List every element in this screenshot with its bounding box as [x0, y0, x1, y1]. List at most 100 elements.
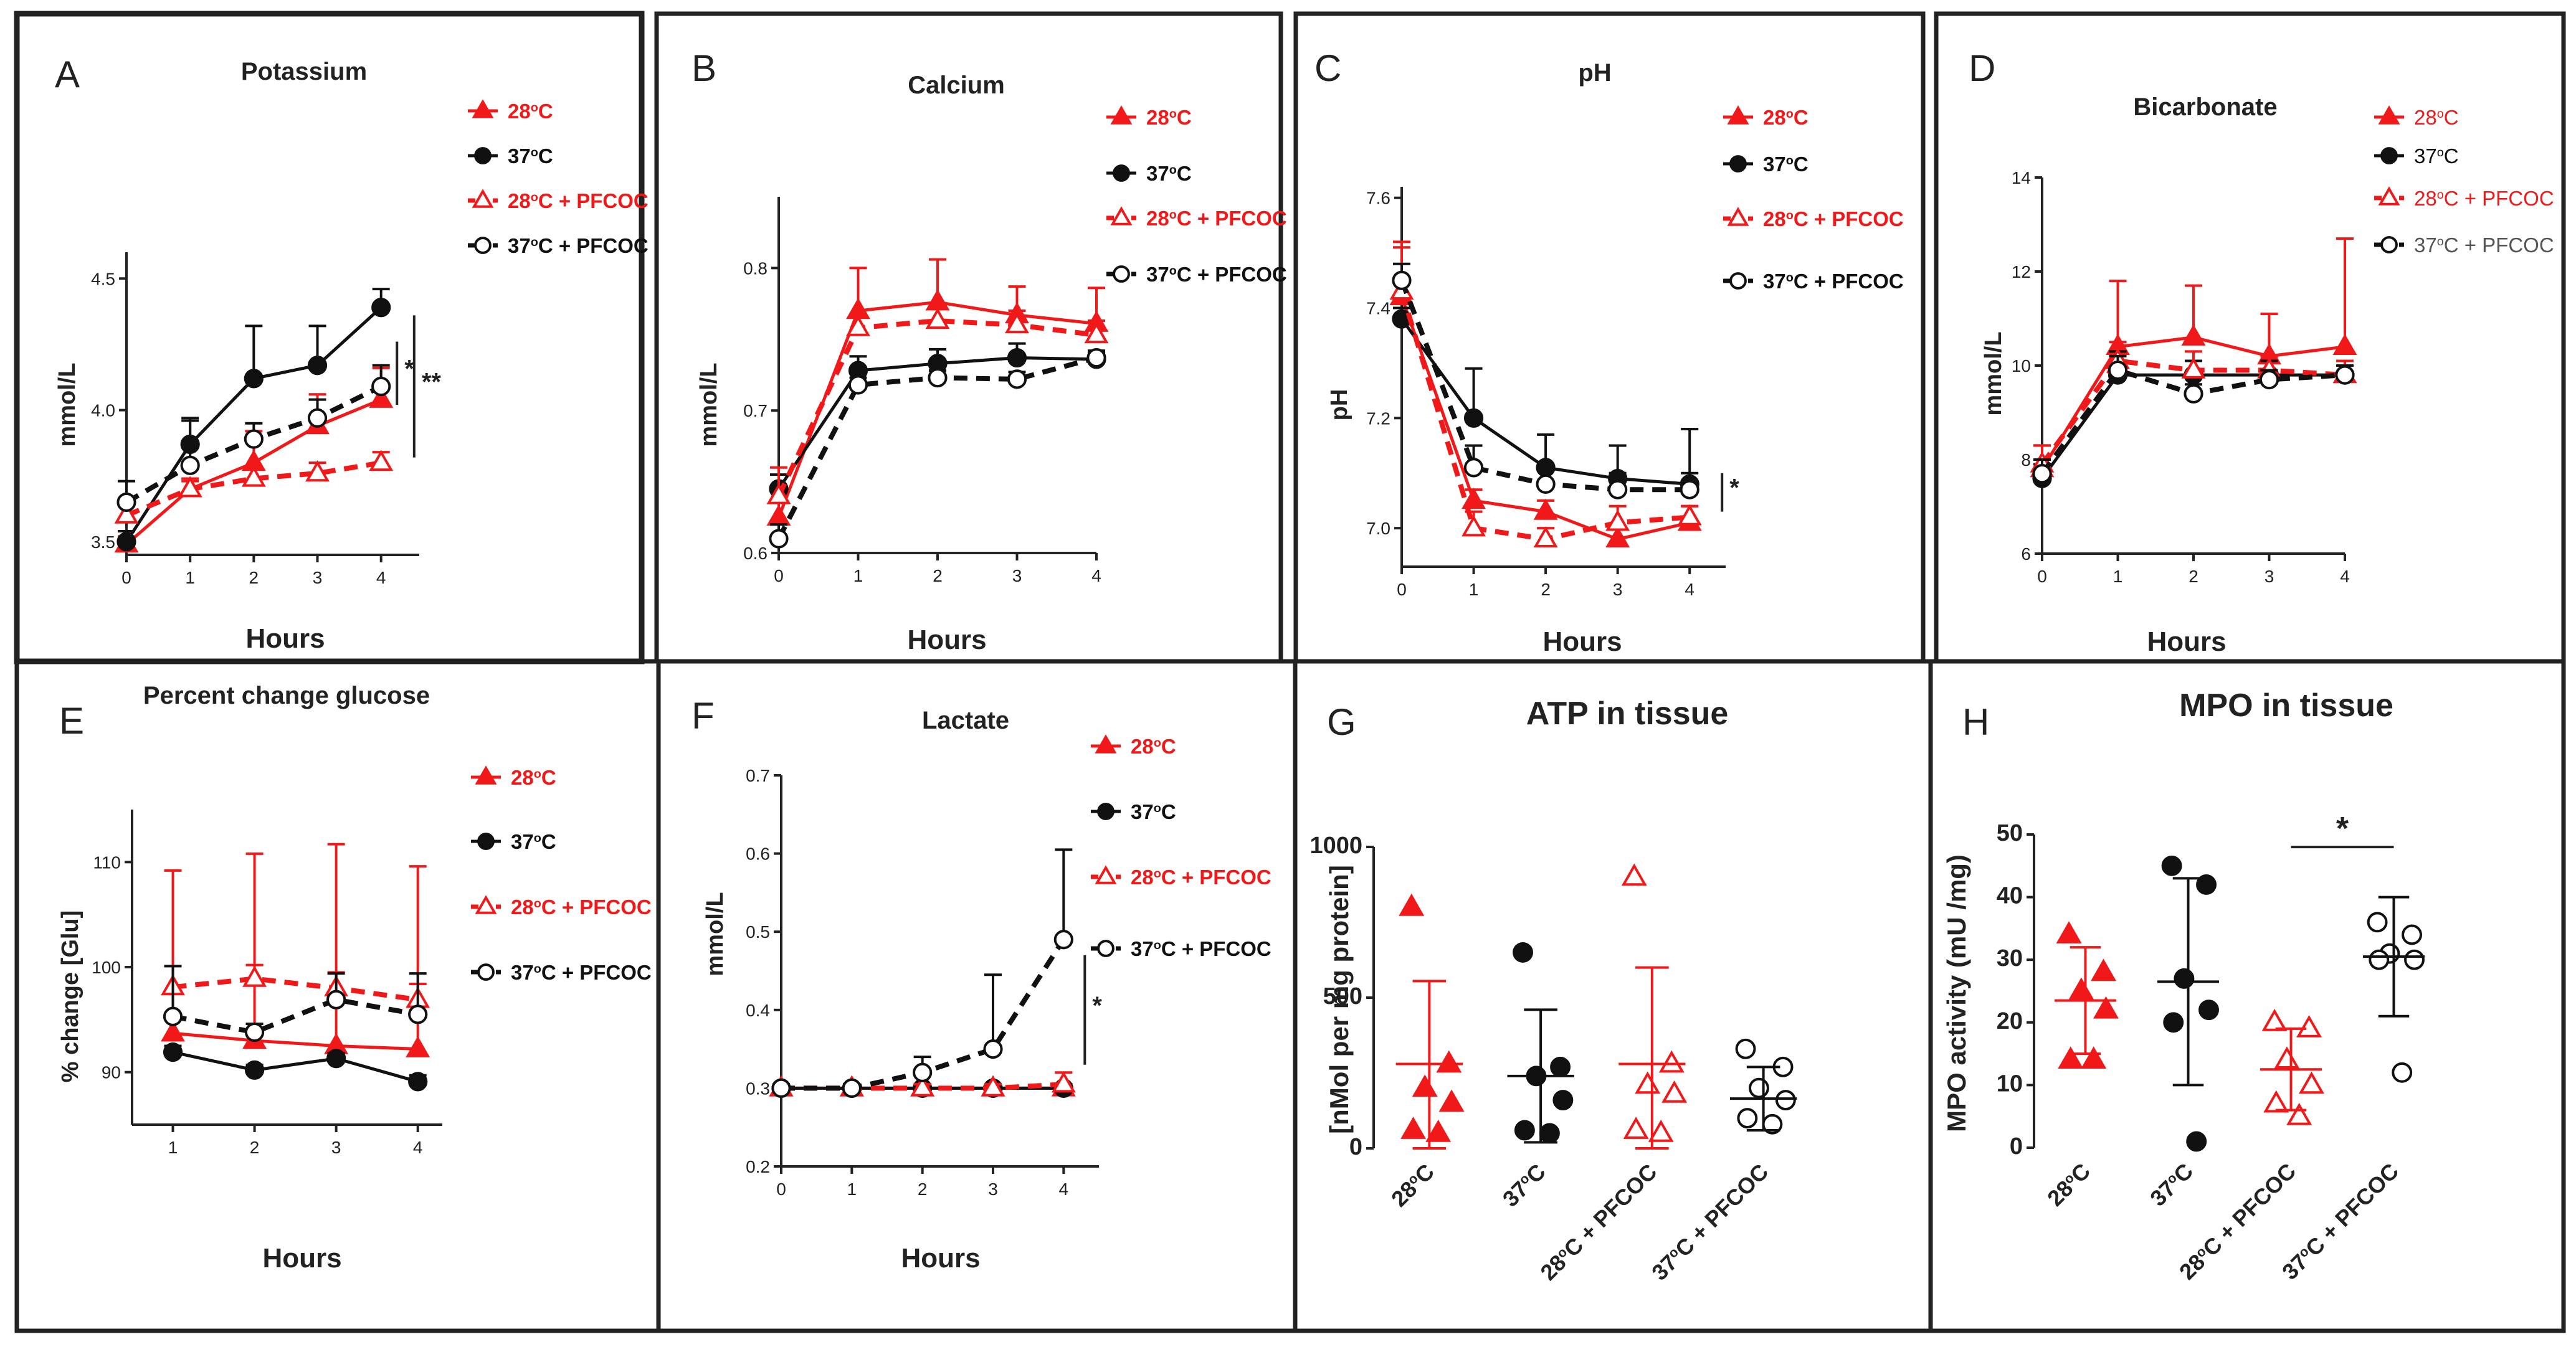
- legend-label: 28oC + PFCOC: [508, 189, 649, 212]
- series-line: [173, 1031, 418, 1051]
- legend-label: 37oC: [511, 830, 556, 853]
- y-axis-title: mmol/L: [702, 892, 728, 976]
- legend-label: 28oC: [1763, 106, 1808, 129]
- data-point: [928, 367, 948, 388]
- series-s28p: [114, 450, 394, 524]
- x-axis-title: Hours: [1542, 626, 1622, 657]
- x-tick-label: 2: [918, 1179, 928, 1199]
- x-tick-label: 1: [2113, 567, 2123, 586]
- x-tick-label: 4: [1059, 1179, 1069, 1199]
- data-point: [842, 1078, 862, 1099]
- x-tick-label: 1: [1469, 580, 1479, 599]
- x-tick-label: 2: [2189, 567, 2198, 586]
- series-line: [777, 300, 1097, 518]
- data-point: [369, 450, 394, 471]
- x-tick-label: 4: [1685, 580, 1694, 599]
- y-tick-label: 0.2: [746, 1157, 770, 1176]
- data-point: [2198, 1000, 2219, 1021]
- legend-marker: [475, 895, 497, 914]
- legend-marker: [474, 237, 492, 254]
- data-point: [178, 476, 202, 498]
- y-tick-label: 30: [1997, 945, 2023, 971]
- series-s37p: [2032, 354, 2355, 484]
- data-point: [1539, 1123, 1560, 1144]
- series-s28: [1389, 240, 1702, 547]
- data-point: [2286, 1102, 2312, 1125]
- x-tick-label: 4: [376, 568, 386, 587]
- y-tick-label: 100: [92, 958, 121, 977]
- series-line: [125, 460, 382, 518]
- y-tick-label: 0.3: [746, 1079, 770, 1098]
- data-point: [1007, 369, 1027, 389]
- x-tick-label: 2: [933, 566, 943, 585]
- panel-g: G ATP in tissue [nMol per mg protein]0 500 1…: [1309, 696, 1797, 1285]
- panel-frame-h: [1928, 659, 2566, 1333]
- data-point: [1400, 1117, 1427, 1139]
- legend-marker: [1727, 207, 1749, 226]
- y-tick-label: 0.7: [743, 401, 768, 420]
- data-point: [1533, 498, 1558, 520]
- y-tick-label: 10: [1997, 1071, 2023, 1097]
- x-tick-label: 0: [774, 566, 784, 585]
- y-axis-title: [nMol per mg protein]: [1324, 865, 1354, 1134]
- legend-marker: [2380, 147, 2398, 164]
- category-label: 28oC: [1386, 1159, 1439, 1212]
- data-point: [163, 1042, 183, 1062]
- y-tick-label: 1000: [1309, 833, 1362, 859]
- data-point: [1648, 1119, 1674, 1142]
- data-point: [1084, 322, 1109, 344]
- data-point: [408, 1072, 428, 1092]
- data-point: [114, 502, 139, 524]
- data-point: [244, 1060, 265, 1080]
- y-tick-label: 0.7: [746, 766, 770, 785]
- x-tick-label: 4: [1091, 566, 1101, 585]
- data-point: [2093, 996, 2119, 1019]
- data-point: [766, 504, 791, 526]
- x-tick-label: 3: [313, 568, 323, 587]
- legend-label: 37oC: [1146, 162, 1192, 185]
- data-point: [1608, 480, 1628, 499]
- chart-title: Bicarbonate: [2133, 93, 2277, 121]
- y-tick-label: 14: [2012, 168, 2031, 187]
- significance-marker: **: [422, 369, 442, 396]
- panel-b: B Calcium mmol/L 0.6 0.7 0.8 0 1 2 3 4 Hours 28oC 37o…: [692, 47, 1287, 655]
- legend-label: 28oC: [1131, 735, 1176, 758]
- legend-label: 28oC + PFCOC: [2414, 187, 2554, 210]
- legend-label: 28oC: [511, 766, 556, 789]
- y-tick-label: 12: [2012, 262, 2031, 281]
- legend-marker: [477, 963, 495, 981]
- data-point: [1086, 347, 1106, 368]
- data-point: [2174, 968, 2195, 989]
- legend-label: 28oC: [1146, 106, 1192, 129]
- data-point: [925, 308, 950, 329]
- data-point: [2369, 949, 2390, 970]
- data-point: [326, 1049, 346, 1069]
- data-point: [771, 1078, 791, 1099]
- data-point: [1392, 270, 1412, 290]
- series-s37p: [116, 364, 391, 513]
- x-axis-title: Hours: [901, 1243, 980, 1274]
- x-tick-label: 3: [2265, 567, 2274, 586]
- chart-title: Percent change glucose: [143, 682, 430, 709]
- x-tick-label: 1: [168, 1138, 178, 1157]
- x-tick-label: 0: [1397, 580, 1407, 599]
- data-point: [406, 1036, 430, 1057]
- data-point: [2332, 333, 2357, 355]
- x-tick-label: 2: [250, 1138, 260, 1157]
- legend-label: 37oC + PFCOC: [1146, 263, 1287, 286]
- series-s37p: [771, 848, 1073, 1099]
- category-label: 37oC: [1498, 1159, 1551, 1212]
- legend-label: 37oC: [2414, 144, 2459, 168]
- x-tick-label: 3: [988, 1179, 998, 1199]
- data-point: [769, 529, 789, 549]
- x-tick-label: 3: [1613, 580, 1623, 599]
- y-tick-label: 6: [2021, 544, 2031, 564]
- x-tick-label: 4: [2340, 567, 2350, 586]
- data-point: [1661, 1080, 1688, 1103]
- legend-label: 37oC + PFCOC: [1763, 270, 1904, 293]
- y-tick-label: 0: [2010, 1133, 2023, 1160]
- legend-label: 28oC: [2414, 106, 2459, 129]
- data-point: [1621, 863, 1647, 886]
- data-point: [1550, 1056, 1571, 1077]
